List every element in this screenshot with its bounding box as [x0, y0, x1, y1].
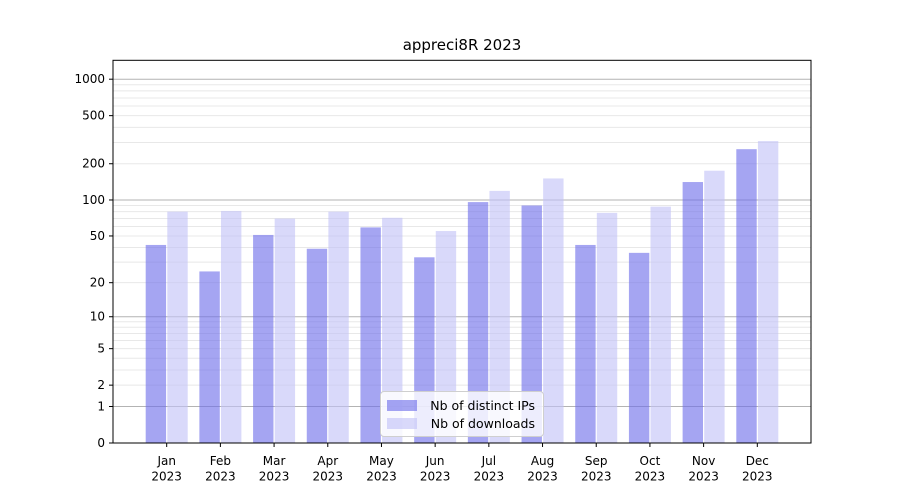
bar-downloads: [435, 231, 457, 443]
bar-downloads: [704, 170, 725, 444]
x-tick-label: Feb 2023: [205, 454, 236, 484]
x-tick-label: Jun 2023: [420, 454, 451, 484]
legend-item-distinct-ips: Nb of distinct IPs: [387, 397, 535, 414]
bar-distinct-ips: [306, 248, 328, 443]
bar-downloads: [489, 190, 510, 443]
bar-downloads: [274, 218, 296, 443]
y-tick-label: 500: [82, 109, 105, 123]
bar-downloads: [757, 141, 779, 443]
bar-distinct-ips: [253, 234, 274, 443]
bar-distinct-ips: [628, 252, 650, 443]
bar-downloads: [596, 212, 618, 443]
x-tick-label: May 2023: [366, 454, 397, 484]
legend-item-downloads: Nb of downloads: [387, 415, 535, 432]
y-tick-label: 2: [97, 378, 105, 392]
x-tick-label: Jan 2023: [151, 454, 182, 484]
x-tick-label: Jul 2023: [474, 454, 505, 484]
y-tick-label: 1: [97, 400, 105, 414]
bar-distinct-ips: [145, 244, 167, 443]
bar-downloads: [543, 178, 564, 443]
x-tick-label: Dec 2023: [742, 454, 773, 484]
bar-downloads: [220, 210, 242, 443]
legend-swatch-distinct-ips: [387, 400, 417, 411]
legend: Nb of distinct IPs Nb of downloads: [380, 391, 544, 437]
y-tick-label: 10: [90, 310, 105, 324]
y-tick-label: 5: [97, 342, 105, 356]
x-tick-label: Aug 2023: [527, 454, 558, 484]
legend-label-downloads: Nb of downloads: [430, 416, 535, 431]
chart-title: appreci8R 2023: [402, 36, 522, 54]
bar-distinct-ips: [360, 227, 381, 443]
x-tick-label: Mar 2023: [259, 454, 290, 484]
bar-downloads: [328, 211, 349, 443]
bar-distinct-ips: [521, 205, 542, 443]
x-tick-label: Nov 2023: [688, 454, 719, 484]
plot-border: [112, 59, 812, 444]
y-tick-label: 1000: [74, 72, 105, 86]
x-tick-label: Sep 2023: [581, 454, 612, 484]
bar-distinct-ips: [736, 149, 757, 443]
y-tick-label: 20: [90, 276, 105, 290]
y-tick-label: 100: [82, 193, 105, 207]
y-tick-label: 200: [82, 157, 105, 171]
x-tick-label: Oct 2023: [635, 454, 666, 484]
legend-swatch-downloads: [387, 418, 417, 429]
bar-distinct-ips: [575, 244, 596, 443]
bar-downloads: [382, 217, 403, 443]
legend-label-distinct-ips: Nb of distinct IPs: [430, 398, 535, 413]
y-tick-label: 0: [97, 436, 105, 450]
bar-distinct-ips: [467, 202, 489, 443]
bar-downloads: [167, 211, 188, 443]
x-tick-label: Apr 2023: [312, 454, 343, 484]
y-tick-label: 50: [90, 229, 105, 243]
bar-downloads: [650, 206, 671, 443]
bar-distinct-ips: [682, 182, 704, 443]
bar-distinct-ips: [199, 271, 220, 443]
